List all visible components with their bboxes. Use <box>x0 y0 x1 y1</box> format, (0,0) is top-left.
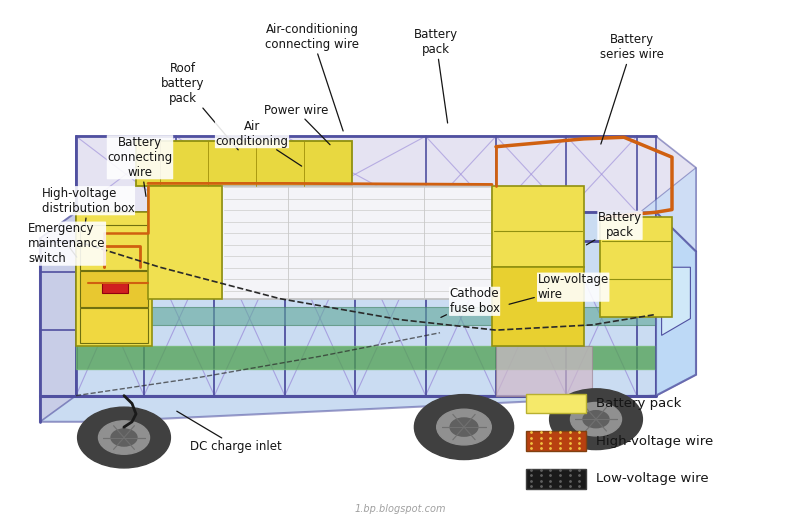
Polygon shape <box>640 168 696 252</box>
Text: Air
conditioning: Air conditioning <box>215 119 302 166</box>
Bar <box>526 394 586 413</box>
Text: Battery
pack: Battery pack <box>414 28 458 123</box>
Circle shape <box>550 389 642 450</box>
Circle shape <box>414 395 514 460</box>
Polygon shape <box>102 283 128 293</box>
Text: Low-voltage
wire: Low-voltage wire <box>509 273 609 304</box>
Polygon shape <box>148 186 222 299</box>
Polygon shape <box>496 346 592 396</box>
Text: Roof
battery
pack: Roof battery pack <box>161 62 238 150</box>
Circle shape <box>78 407 170 468</box>
Polygon shape <box>222 186 492 299</box>
Circle shape <box>98 421 150 454</box>
Text: Battery
pack: Battery pack <box>586 211 642 245</box>
Text: Power wire: Power wire <box>264 104 330 145</box>
Text: Battery
connecting
wire: Battery connecting wire <box>107 136 173 196</box>
Polygon shape <box>80 308 148 343</box>
Text: Cathode
fuse box: Cathode fuse box <box>441 287 499 318</box>
Polygon shape <box>600 217 672 317</box>
Text: Emergency
maintenance
switch: Emergency maintenance switch <box>28 222 106 265</box>
Text: Air-conditioning
connecting wire: Air-conditioning connecting wire <box>265 23 359 131</box>
Polygon shape <box>76 346 656 369</box>
Polygon shape <box>40 212 696 422</box>
Polygon shape <box>80 271 148 307</box>
Polygon shape <box>80 225 148 270</box>
Bar <box>526 469 586 489</box>
Text: Battery
series wire: Battery series wire <box>600 33 664 144</box>
Circle shape <box>450 418 478 436</box>
Polygon shape <box>136 141 352 186</box>
Text: Battery pack: Battery pack <box>596 397 682 410</box>
Polygon shape <box>492 267 584 346</box>
Bar <box>526 431 586 451</box>
Polygon shape <box>662 267 690 335</box>
Polygon shape <box>40 212 76 422</box>
Text: DC charge inlet: DC charge inlet <box>177 411 282 453</box>
Polygon shape <box>76 136 696 252</box>
Circle shape <box>583 411 609 428</box>
Polygon shape <box>76 212 152 346</box>
Text: High-voltage wire: High-voltage wire <box>596 435 714 447</box>
Text: Low-voltage wire: Low-voltage wire <box>596 473 709 485</box>
Circle shape <box>437 409 491 445</box>
Text: High-voltage
distribution box: High-voltage distribution box <box>42 187 134 225</box>
Circle shape <box>570 402 622 436</box>
Text: 1.bp.blogspot.com: 1.bp.blogspot.com <box>354 504 446 514</box>
Circle shape <box>111 429 137 446</box>
Polygon shape <box>76 307 656 325</box>
Polygon shape <box>492 186 584 267</box>
Polygon shape <box>656 212 696 396</box>
